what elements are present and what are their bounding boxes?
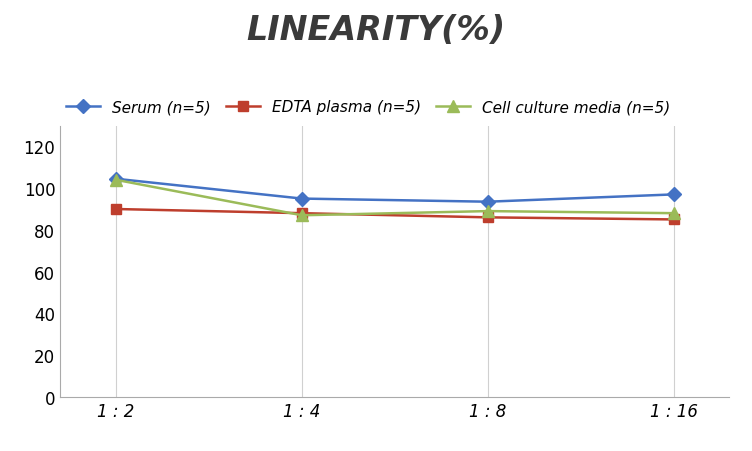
Serum (n=5)	[484, 199, 493, 205]
EDTA plasma (n=5)	[669, 217, 678, 223]
Line: Cell culture media (n=5): Cell culture media (n=5)	[111, 175, 679, 221]
Serum (n=5)	[669, 192, 678, 198]
Cell culture media (n=5)	[484, 209, 493, 214]
EDTA plasma (n=5)	[111, 207, 120, 212]
Legend: Serum (n=5), EDTA plasma (n=5), Cell culture media (n=5): Serum (n=5), EDTA plasma (n=5), Cell cul…	[60, 94, 677, 121]
Line: EDTA plasma (n=5): EDTA plasma (n=5)	[111, 205, 678, 225]
Serum (n=5)	[297, 197, 306, 202]
Serum (n=5)	[111, 177, 120, 182]
Text: LINEARITY(%): LINEARITY(%)	[247, 14, 505, 46]
EDTA plasma (n=5)	[297, 211, 306, 216]
Cell culture media (n=5)	[111, 178, 120, 183]
Cell culture media (n=5)	[669, 211, 678, 216]
Line: Serum (n=5): Serum (n=5)	[111, 175, 678, 207]
EDTA plasma (n=5)	[484, 215, 493, 221]
Cell culture media (n=5)	[297, 213, 306, 218]
